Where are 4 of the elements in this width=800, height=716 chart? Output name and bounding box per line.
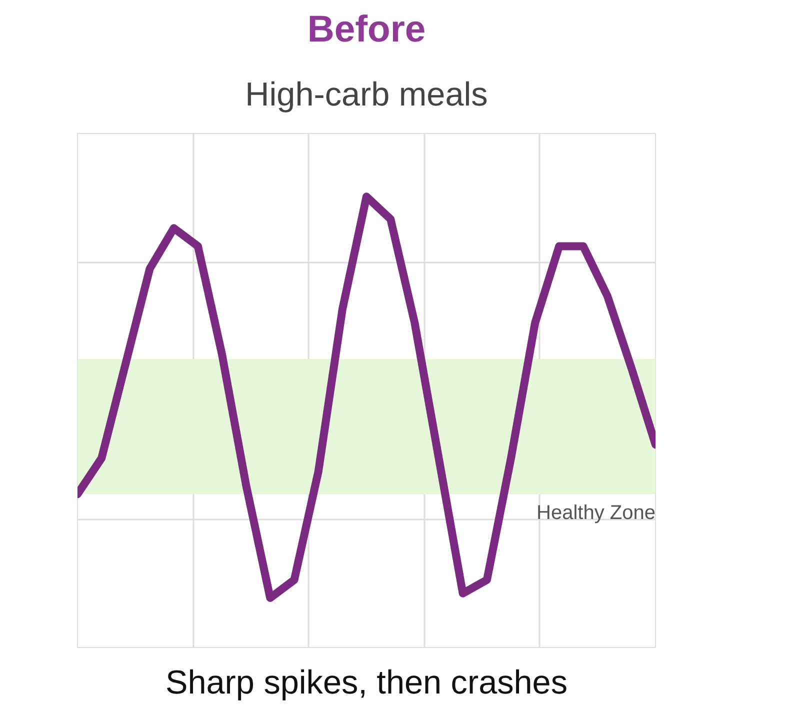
chart-title: Before	[307, 8, 426, 50]
band-label: Healthy Zone	[536, 502, 656, 524]
text: Sharp spikes, then crashes	[166, 664, 568, 702]
chart-subtitle: High-carb meals	[245, 76, 488, 114]
